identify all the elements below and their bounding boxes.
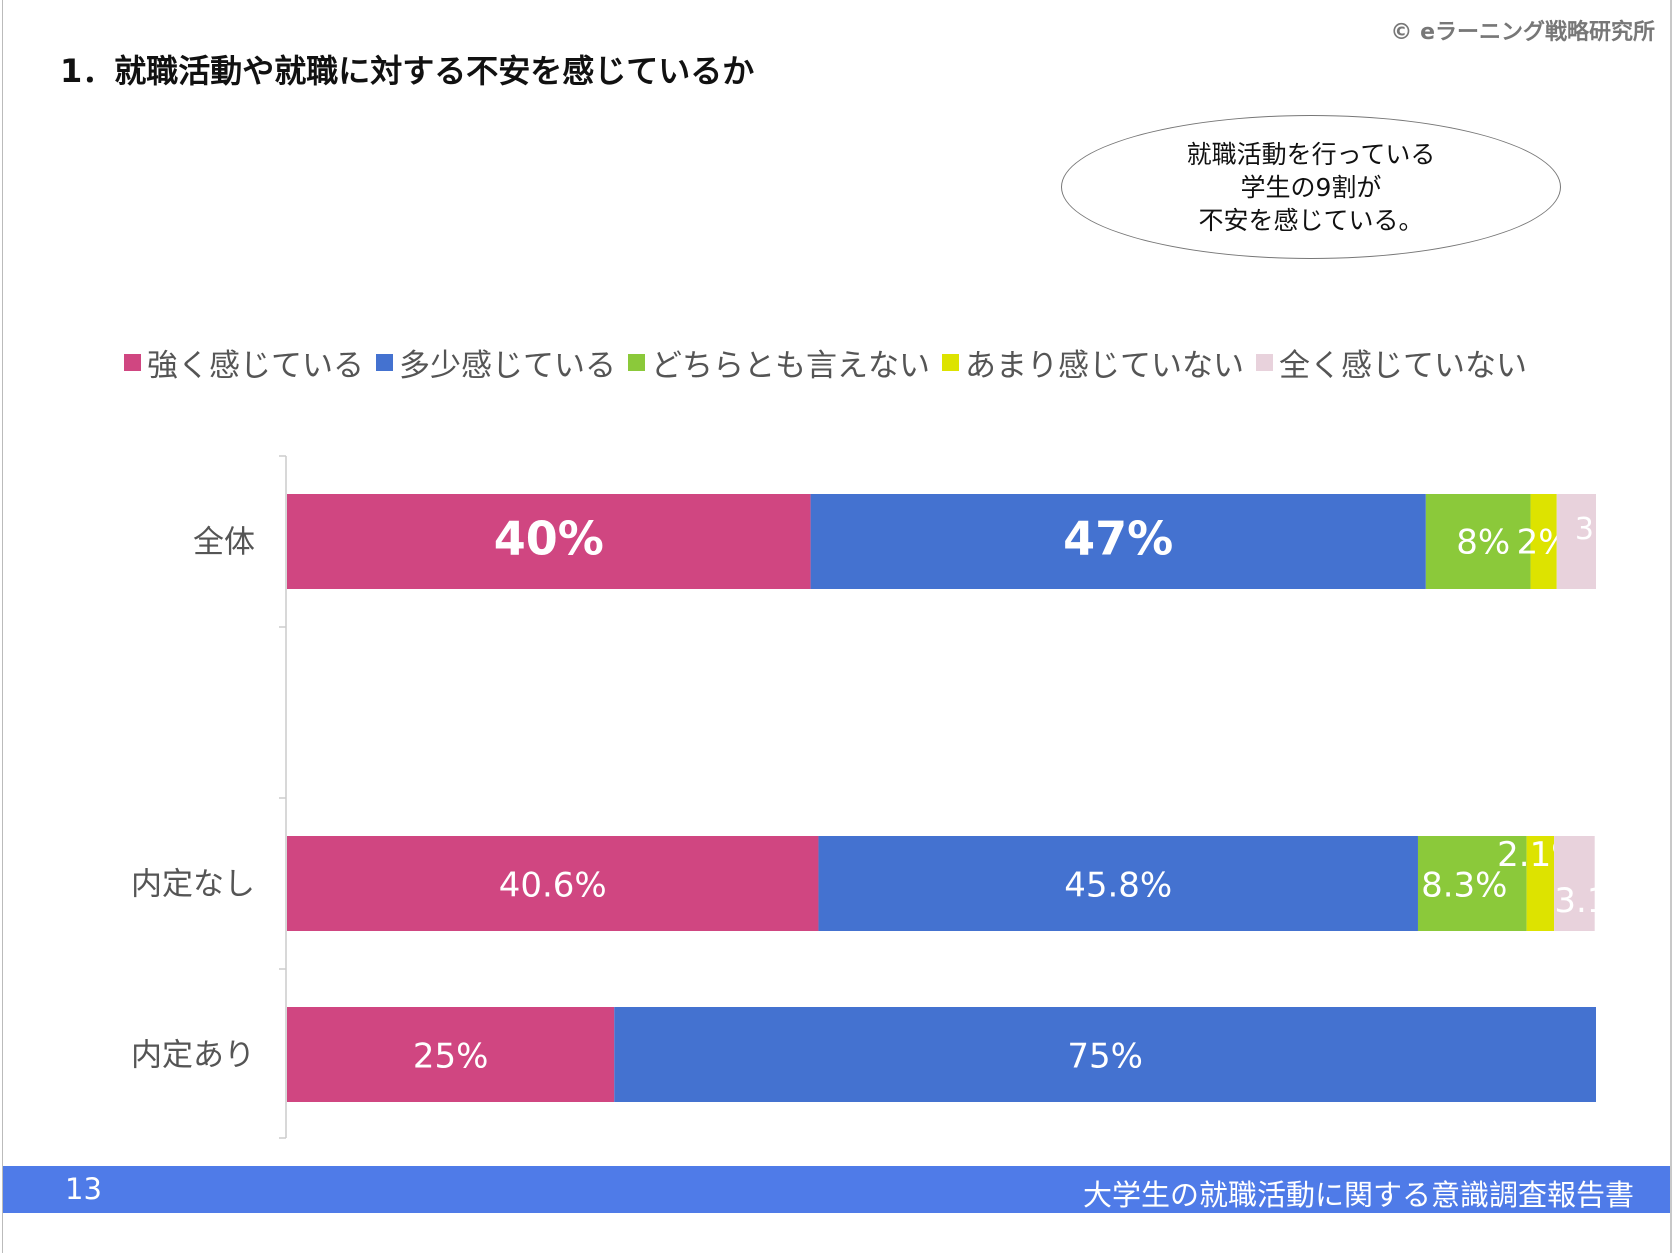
category-label: 内定あり [131, 1038, 255, 1074]
category-label: 内定なし [131, 867, 255, 903]
data-label: 40.6% [499, 866, 607, 906]
legend-label: あまり感じていない [965, 348, 1244, 384]
data-label: 8% [1456, 523, 1510, 563]
bar-segment [1530, 494, 1557, 589]
footer-bar: 13 大学生の就職活動に関する意識調査報告書 [3, 1166, 1670, 1213]
legend-swatch [124, 354, 141, 371]
legend-label: 多少感じている [399, 348, 616, 384]
data-label: 47% [1063, 512, 1173, 566]
bar-segment [810, 494, 1426, 589]
legend-swatch [376, 354, 393, 371]
legend-label: 全く感じていない [1279, 348, 1527, 384]
data-label: 25% [413, 1037, 489, 1077]
bar-segment [818, 836, 1418, 931]
page-title: 1．就職活動や就職に対する不安を感じているか [60, 52, 755, 90]
legend-item: 全く感じていない [1256, 340, 1527, 385]
legend-swatch [1256, 354, 1273, 371]
legend-swatch [942, 354, 959, 371]
bar-segment [1554, 836, 1595, 931]
category-label: 全体 [193, 525, 255, 561]
data-label: 75% [1067, 1037, 1143, 1077]
legend-swatch [628, 354, 645, 371]
chart-legend: 強く感じている 多少感じている どちらとも言えない あまり感じていない 全く感じていない [124, 340, 1527, 385]
bar-segment [1425, 494, 1531, 589]
legend-item: 多少感じている [376, 340, 616, 385]
callout-bubble: 就職活動を行っている 学生の9割が 不安を感じている。 [1061, 115, 1561, 259]
document-title: 大学生の就職活動に関する意識調査報告書 [1082, 1178, 1634, 1212]
bar-segment [614, 1007, 1596, 1102]
legend-label: どちらとも言えない [651, 348, 930, 384]
bar-segment [287, 1007, 615, 1102]
legend-item: 強く感じている [124, 340, 364, 385]
data-label: 3 [1575, 512, 1594, 547]
legend-label: 強く感じている [147, 348, 364, 384]
bar-segment [287, 836, 819, 931]
data-label: 40% [494, 512, 604, 566]
page-number: 13 [65, 1172, 102, 1206]
bar-segment [1526, 836, 1555, 931]
bar-segment [1417, 836, 1527, 931]
data-label: 8.3% [1421, 866, 1507, 906]
copyright-logo: © eラーニング戦略研究所 [1390, 20, 1655, 45]
data-label: 3.1 [1554, 881, 1608, 921]
legend-item: あまり感じていない [942, 340, 1244, 385]
legend-item: どちらとも言えない [628, 340, 930, 385]
bar-segment [1556, 494, 1596, 589]
bar-segment [287, 494, 811, 589]
data-label: 45.8% [1064, 866, 1172, 906]
